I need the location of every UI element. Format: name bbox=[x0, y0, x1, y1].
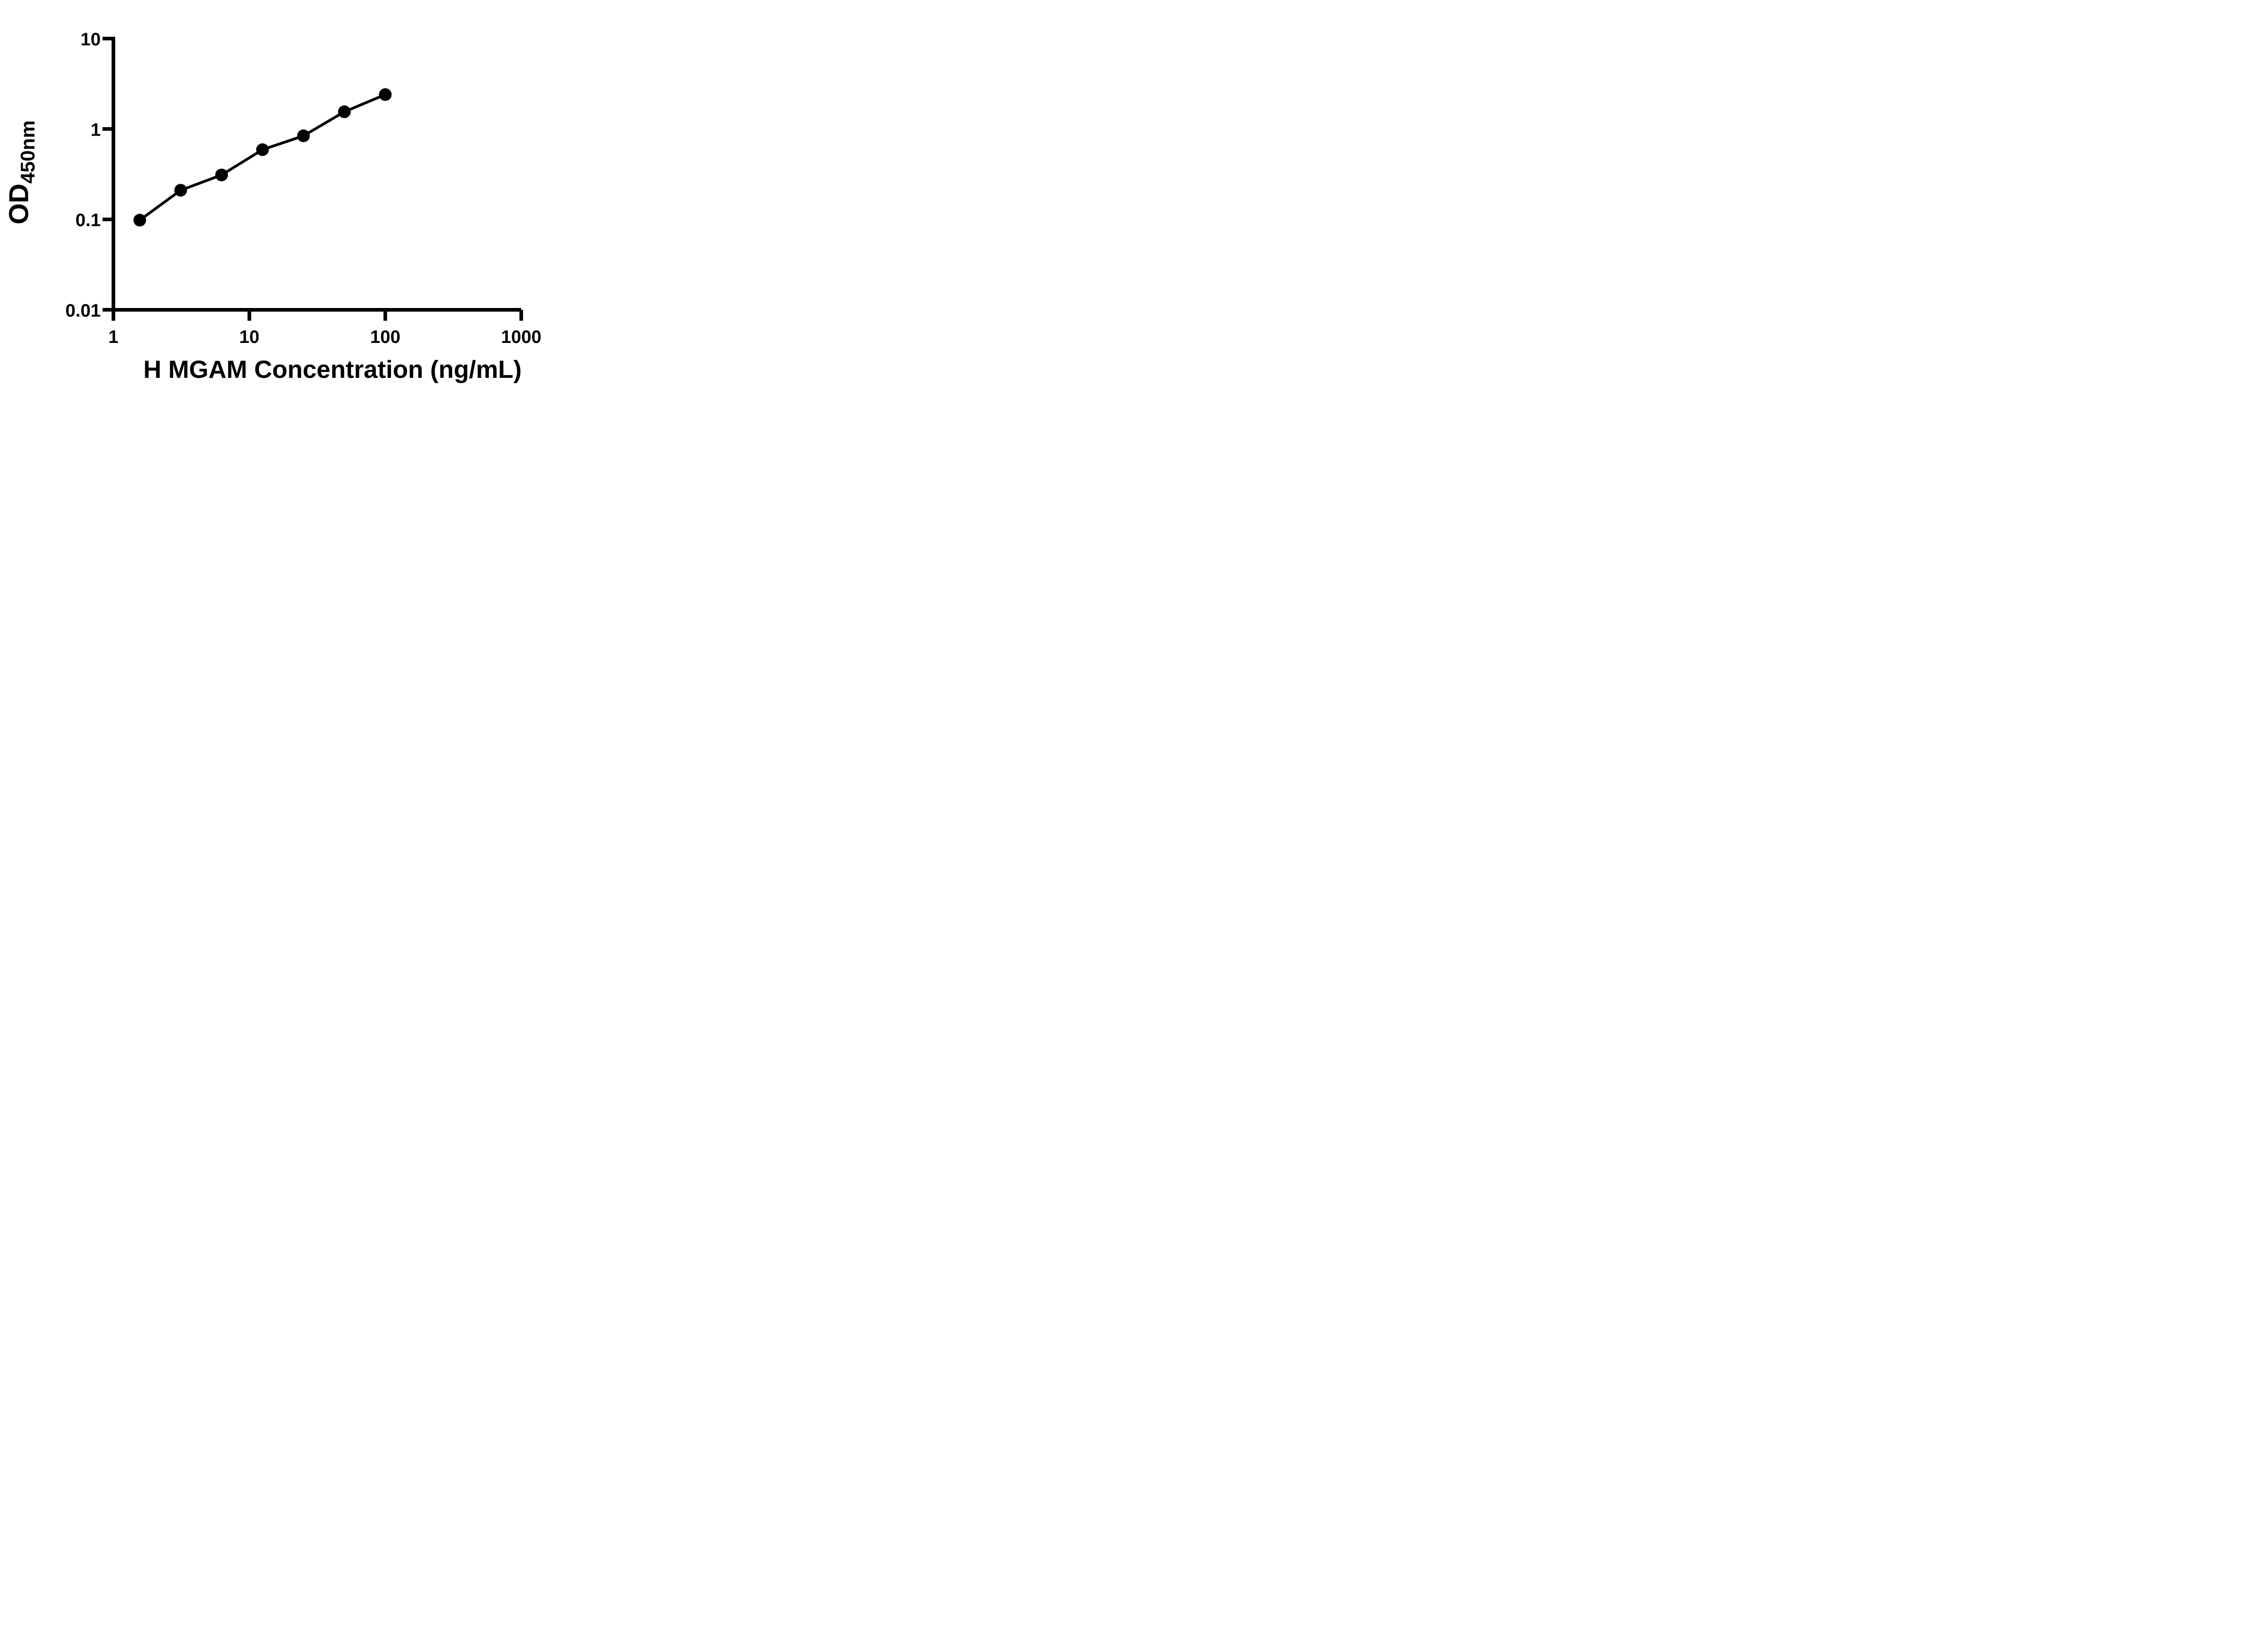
y-axis-title-base: OD bbox=[4, 184, 34, 225]
y-tick-label: 1 bbox=[91, 120, 101, 140]
data-point bbox=[297, 129, 310, 142]
elisa-standard-curve-figure: 10 1 0.1 0.01 1 10 100 1000 OD450nm H MGAM Con… bbox=[0, 0, 583, 408]
x-tick-label: 1 bbox=[108, 327, 118, 347]
x-tick-label: 100 bbox=[370, 327, 401, 347]
standard-curve-chart: 10 1 0.1 0.01 1 10 100 1000 OD450nm H MGAM Con… bbox=[4, 29, 542, 383]
x-axis-tick-labels: 1 10 100 1000 bbox=[108, 327, 542, 347]
x-tick-label: 10 bbox=[239, 327, 259, 347]
data-point bbox=[379, 88, 392, 101]
data-point bbox=[215, 168, 228, 181]
y-axis-tick-labels: 10 1 0.1 0.01 bbox=[65, 29, 101, 321]
y-axis-ticks bbox=[103, 37, 113, 312]
x-tick-label: 1000 bbox=[501, 327, 542, 347]
y-tick-label: 0.1 bbox=[75, 210, 101, 230]
data-series bbox=[133, 88, 392, 227]
data-point bbox=[256, 143, 269, 156]
y-axis-title-subscript: 450nm bbox=[17, 120, 39, 183]
y-tick-label: 0.01 bbox=[65, 301, 101, 321]
data-point bbox=[338, 105, 351, 118]
x-axis-title: H MGAM Concentration (ng/mL) bbox=[143, 355, 522, 383]
data-point bbox=[174, 184, 187, 197]
y-axis-title: OD450nm bbox=[4, 120, 39, 224]
x-axis-ticks bbox=[112, 310, 523, 321]
data-point bbox=[133, 214, 147, 227]
y-tick-label: 10 bbox=[81, 29, 101, 49]
